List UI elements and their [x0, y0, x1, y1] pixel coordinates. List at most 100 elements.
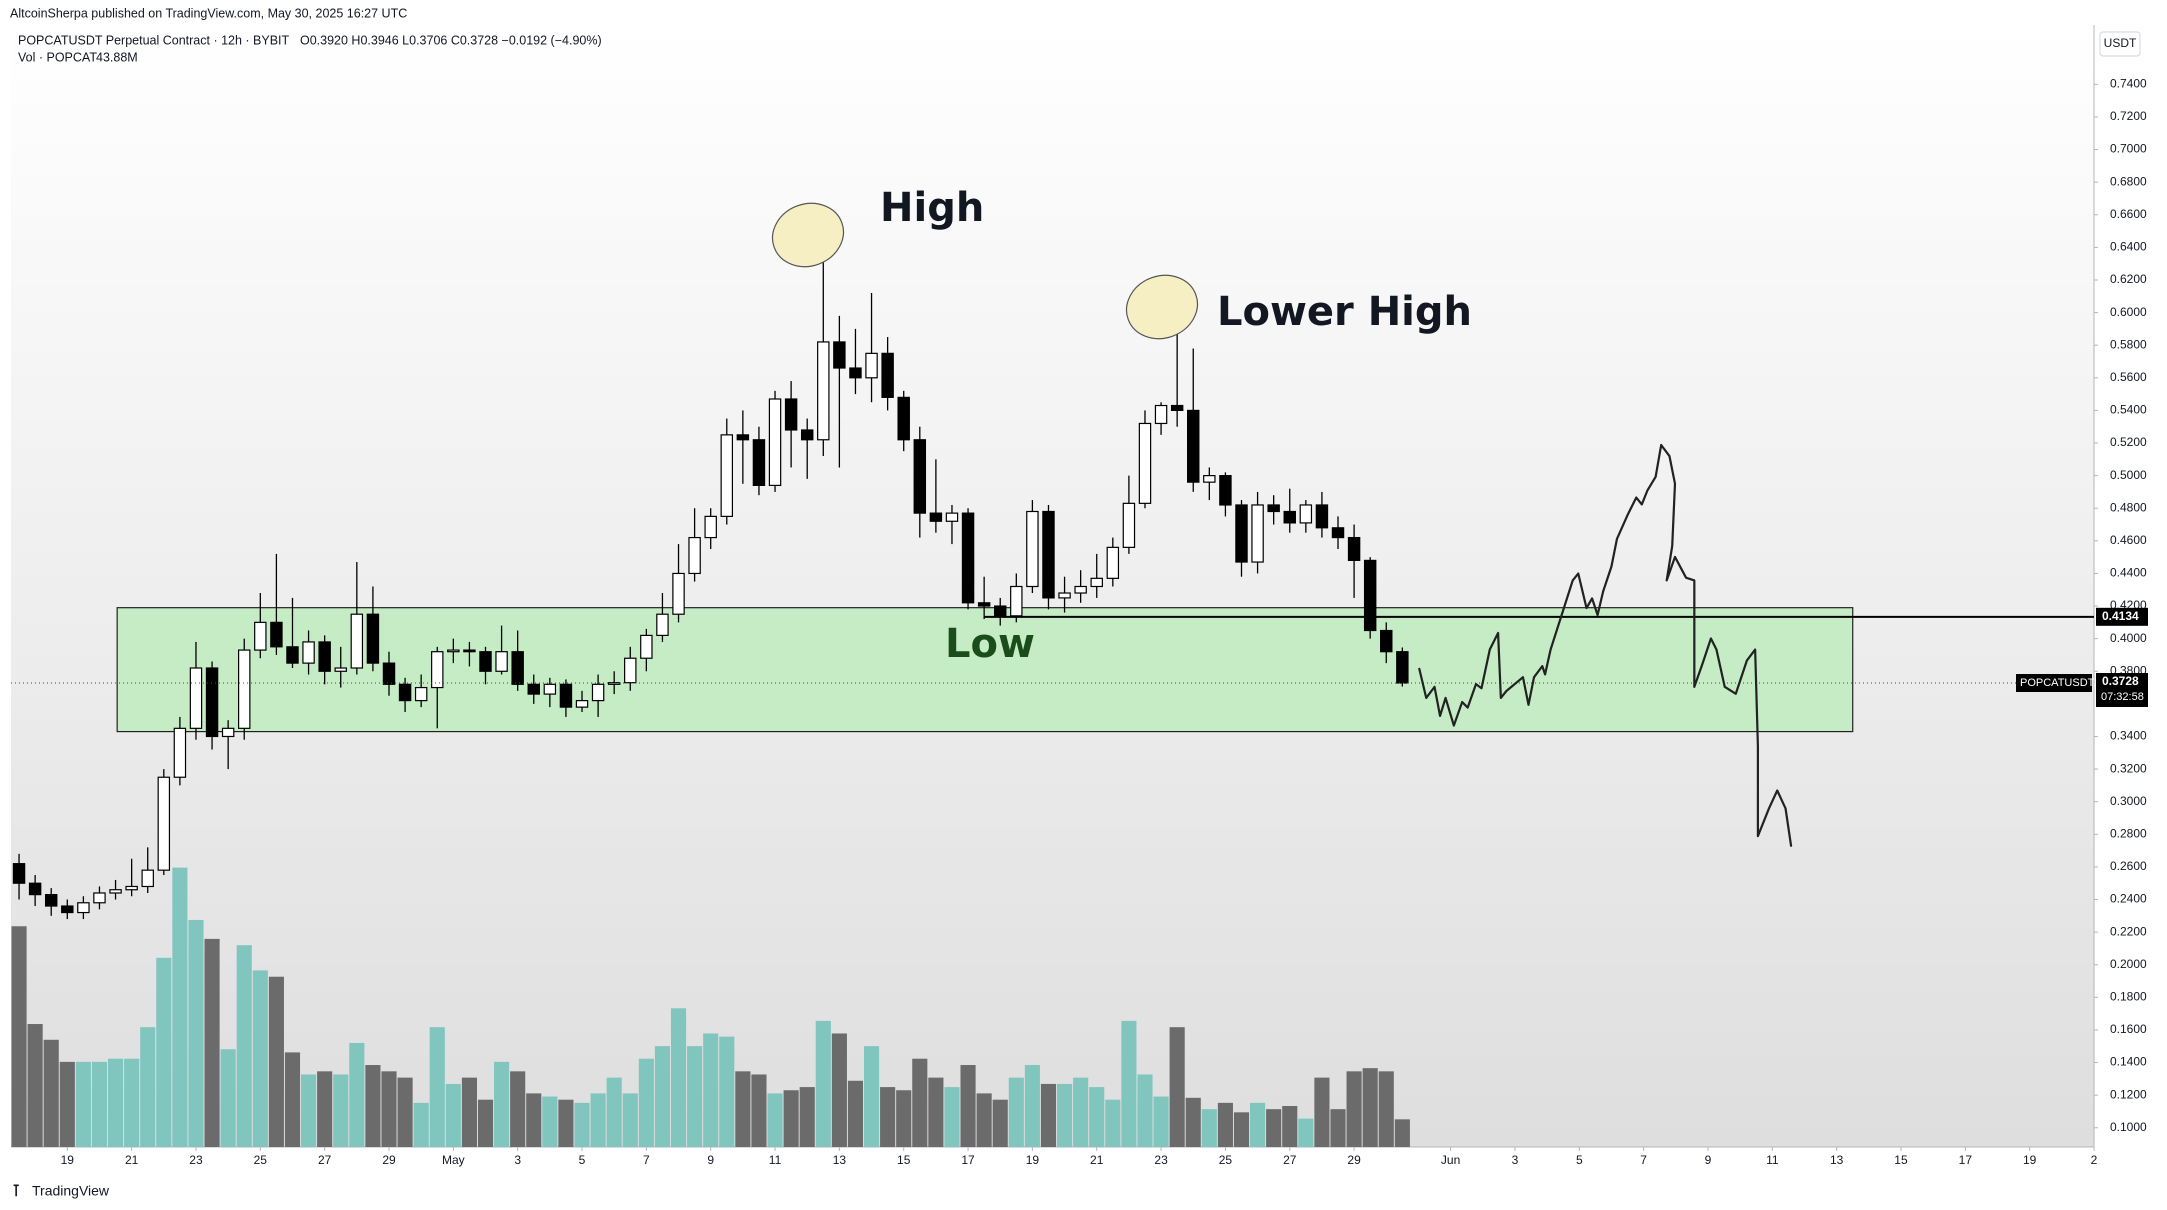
y-tick-label: 0.1400: [2110, 1055, 2147, 1069]
candle-body: [157, 776, 171, 871]
volume-bar: [1330, 1109, 1346, 1147]
volume-bar: [1185, 1097, 1201, 1147]
countdown-label: 07:32:58: [2101, 691, 2144, 703]
x-tick-label: 13: [1830, 1153, 1844, 1167]
y-tick-label: 0.2200: [2110, 924, 2147, 938]
candle-body: [109, 889, 122, 894]
volume-bar: [590, 1093, 606, 1147]
volume-bar: [976, 1093, 992, 1147]
candle-body: [1299, 504, 1313, 524]
y-tick-label: 0.5400: [2110, 403, 2147, 417]
candle-body: [382, 662, 396, 685]
candle-body: [1251, 504, 1264, 563]
volume-bar: [1250, 1102, 1266, 1147]
support-zone: [116, 607, 1854, 733]
candle-body: [495, 651, 508, 672]
volume-bar: [494, 1061, 510, 1147]
candle-body: [366, 613, 380, 664]
x-tick-label: 9: [707, 1153, 714, 1167]
x-tick-label: 23: [189, 1153, 203, 1167]
x-tick-label: 11: [1766, 1153, 1779, 1167]
y-tick-label: 0.4000: [2110, 631, 2147, 645]
volume-bar: [188, 919, 204, 1147]
candle-body: [688, 536, 701, 575]
candle-body: [720, 434, 734, 517]
volume-bar: [719, 1036, 735, 1147]
last-price-box: [2096, 673, 2148, 708]
volume-bar: [1121, 1020, 1137, 1147]
candle-body: [479, 651, 492, 672]
y-tick-label: 0.2000: [2110, 957, 2147, 971]
y-tick-label: 0.1800: [2110, 990, 2147, 1004]
candle-body: [961, 512, 975, 604]
candle-body: [431, 651, 444, 689]
volume-bar: [333, 1074, 349, 1147]
candle-body: [350, 613, 364, 669]
candle-body: [302, 641, 315, 664]
volume-bar: [1362, 1068, 1378, 1147]
candle-body: [254, 621, 267, 651]
volume-bar: [1346, 1071, 1362, 1147]
volume-bar: [654, 1046, 671, 1147]
publisher-line: AltcoinSherpa published on TradingView.c…: [10, 6, 407, 20]
candle-body: [1331, 527, 1345, 539]
volume-bar: [11, 926, 27, 1147]
x-tick-label: Jun: [1441, 1153, 1460, 1167]
volume-bar: [27, 1024, 43, 1147]
candle-body: [1010, 585, 1023, 617]
lower-high-marker: [1125, 274, 1199, 340]
candle-body: [1219, 475, 1232, 506]
x-tick-label: 5: [579, 1153, 586, 1167]
volume-bar: [638, 1058, 654, 1147]
candle-body: [463, 649, 476, 653]
candle-body: [205, 667, 219, 738]
volume-bar: [268, 976, 284, 1147]
candle-body: [447, 649, 460, 653]
volume-bar: [896, 1090, 912, 1147]
volume-bar: [542, 1096, 558, 1147]
candle-body: [833, 341, 846, 369]
unit-box: [2099, 31, 2141, 57]
candle-body: [12, 863, 26, 884]
axis-layer: 0.7400 0.7200 0.7000 0.6800 0.6600 0.6400 0.62…: [11, 77, 2148, 1167]
x-tick-label: 19: [1026, 1153, 1040, 1167]
candle-body: [1267, 504, 1280, 513]
x-tick-label: 7: [1640, 1153, 1647, 1167]
x-tick-label: 23: [1154, 1153, 1168, 1167]
y-tick-label: 0.6000: [2110, 305, 2147, 319]
volume-layer: [11, 867, 1410, 1147]
candle-body: [270, 621, 283, 648]
x-tick-label: 2: [2091, 1153, 2098, 1167]
volume-bar: [622, 1093, 638, 1147]
x-tick-label: 13: [833, 1153, 847, 1167]
ohlc-line: O0.3920 H0.3946 L0.3706 C0.3728 −0.0192 …: [300, 33, 602, 47]
candle-body: [1058, 592, 1071, 599]
x-tick-label: 29: [1347, 1153, 1361, 1167]
x-tick-label: 15: [1894, 1153, 1908, 1167]
candle-body: [61, 905, 74, 914]
volume-bar: [43, 1039, 59, 1147]
level-label-box: [2096, 607, 2148, 626]
y-axis-unit: USDT: [2104, 36, 2137, 50]
x-tick-label: 3: [1512, 1153, 1519, 1167]
volume-bar: [445, 1083, 461, 1147]
footer-bar: [0, 1172, 2167, 1210]
candle-body: [1170, 404, 1184, 412]
x-tick-label: 27: [1283, 1153, 1297, 1167]
candle-body: [591, 683, 605, 702]
candle-body: [1363, 559, 1377, 632]
volume-bar: [510, 1071, 526, 1147]
candle-body: [93, 892, 106, 904]
x-tick-label: 17: [1959, 1153, 1973, 1167]
x-tick-label: 21: [125, 1153, 139, 1167]
volume-bar: [317, 1071, 333, 1147]
x-tick-label: 17: [961, 1153, 975, 1167]
candle-body: [1138, 422, 1152, 504]
volume-bar: [944, 1087, 960, 1147]
volume-bar: [107, 1058, 124, 1147]
candle-body: [173, 727, 187, 778]
candle-body: [543, 683, 557, 695]
candle-body: [752, 439, 766, 487]
volume-bar: [1394, 1119, 1410, 1147]
candle-body: [624, 657, 637, 684]
